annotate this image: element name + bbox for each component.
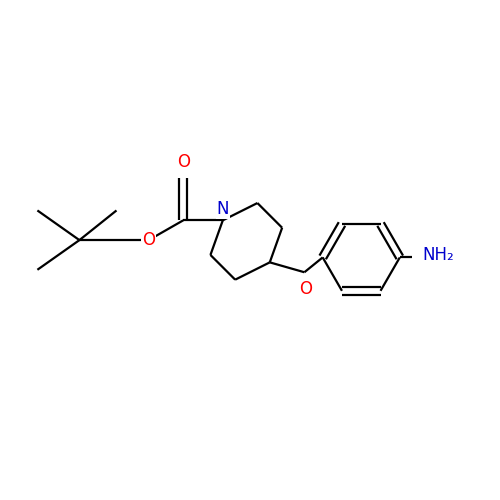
Text: NH₂: NH₂: [422, 246, 454, 264]
Text: O: O: [177, 153, 190, 171]
Text: O: O: [142, 231, 155, 249]
Text: N: N: [216, 200, 229, 218]
Text: O: O: [299, 280, 312, 297]
